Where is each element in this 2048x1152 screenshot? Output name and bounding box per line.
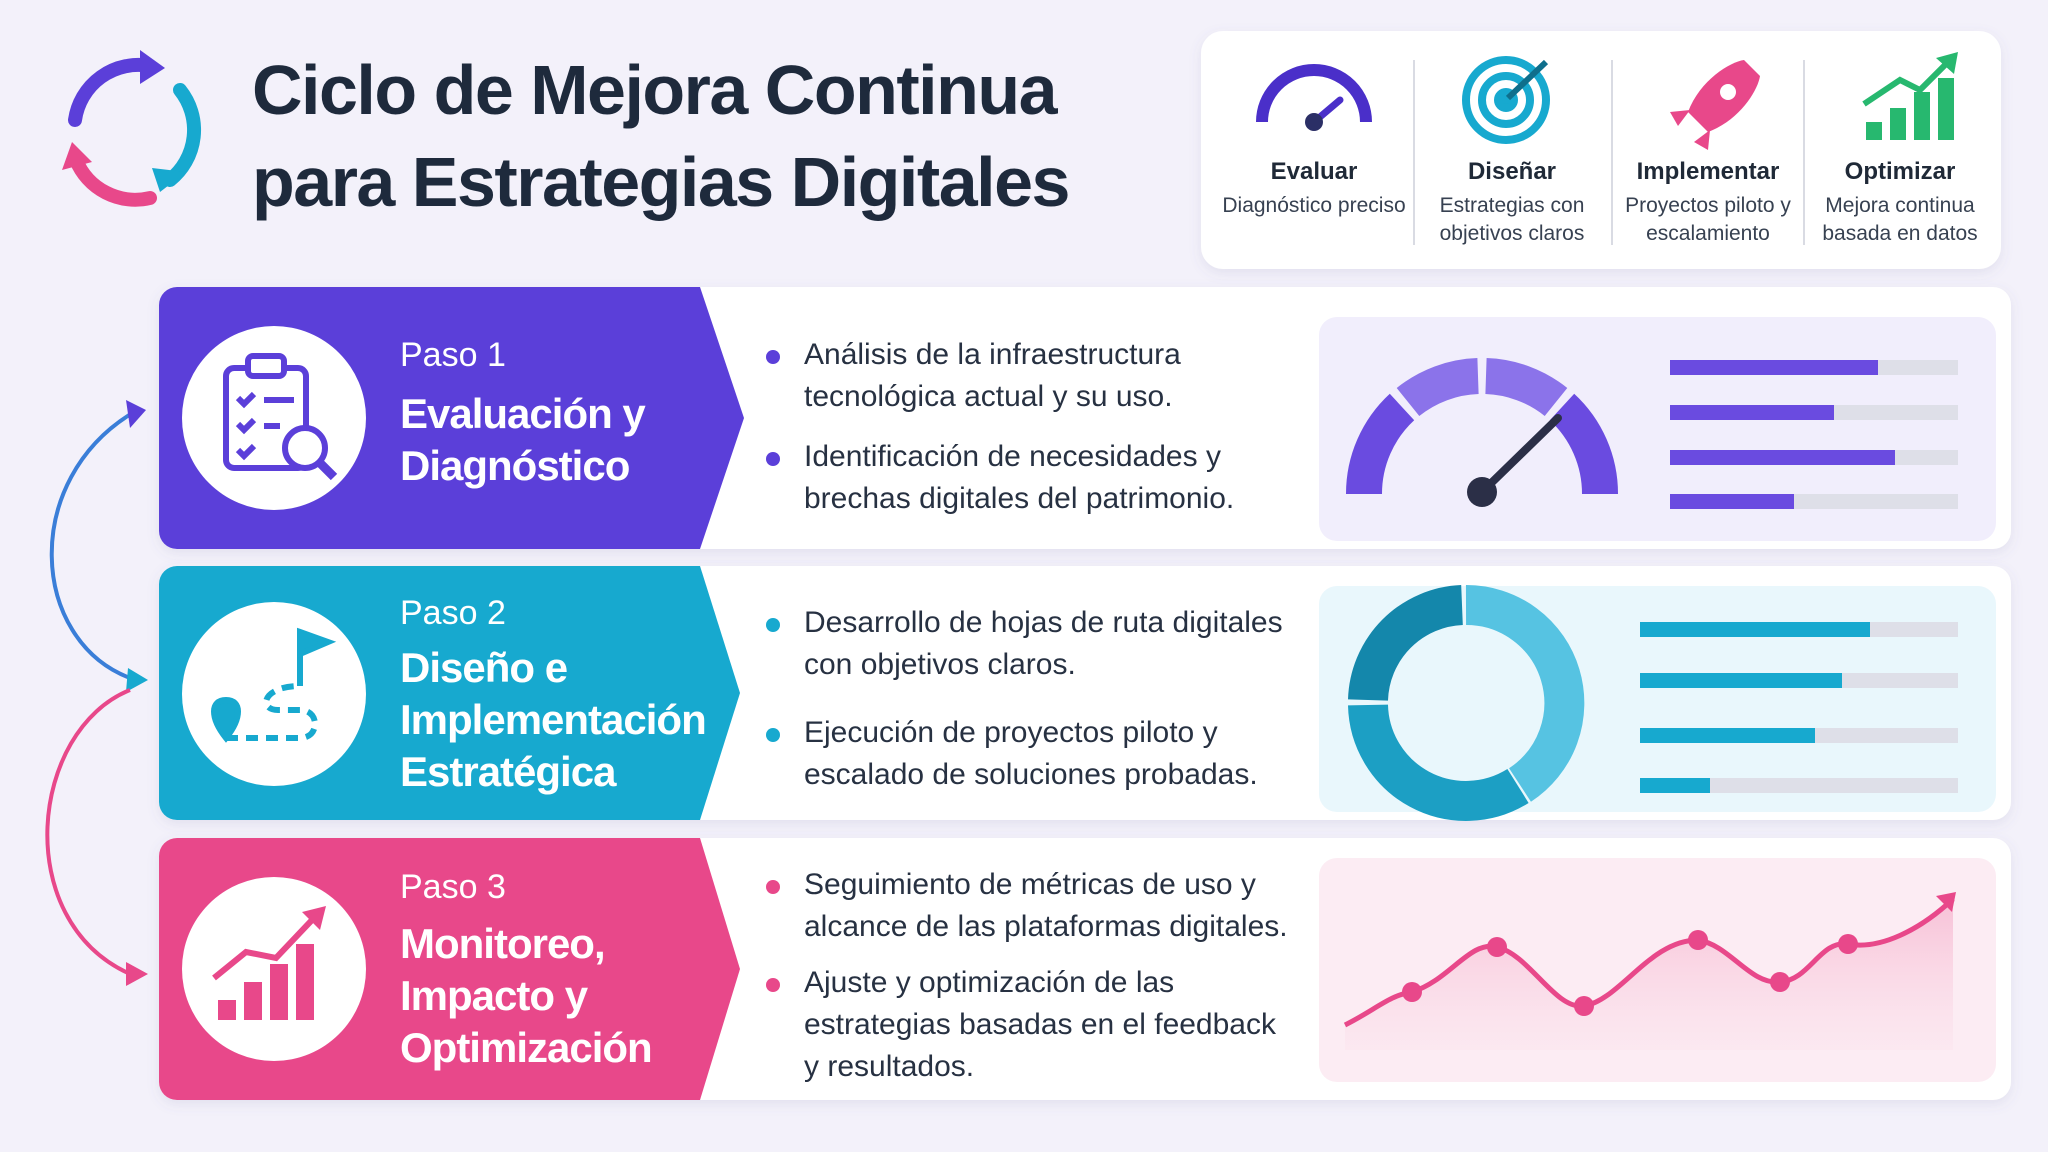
bullet-dot	[766, 618, 780, 632]
step-label: Paso 1	[400, 336, 506, 374]
growth-icon	[1862, 52, 1958, 140]
bullet-text: Análisis de la infraestructura tecnológi…	[804, 338, 1181, 413]
phase-title: Implementar	[1636, 158, 1780, 185]
step-label: Paso 3	[400, 868, 506, 906]
dividers	[1413, 60, 1805, 245]
gauge-graphic	[1345, 358, 1619, 507]
phase-description: Diagnóstico preciso	[1222, 194, 1406, 217]
rocket-icon	[1670, 60, 1760, 150]
bars-graphic	[1640, 622, 1958, 793]
phase-description: Mejora continua basada en datos	[1822, 194, 1978, 245]
gauge-icon	[1256, 64, 1372, 131]
bullet-text: Identificación de necesidades y brechas …	[804, 440, 1235, 515]
side-arrows	[45, 400, 148, 986]
line-graphic	[1343, 892, 1956, 1050]
phase-title: Optimizar	[1844, 158, 1956, 185]
cycle-icon	[62, 50, 202, 207]
route-icon	[211, 627, 337, 743]
clipboard-icon	[223, 353, 338, 481]
phase-description: Estrategias con objetivos claros	[1439, 194, 1585, 245]
bullet-text: Seguimiento de métricas de uso y alcance…	[804, 868, 1288, 943]
target-icon	[1462, 56, 1550, 144]
bullet-dot	[766, 728, 780, 742]
bullet-text: Ajuste y optimización de las estrategias…	[804, 966, 1276, 1083]
step-title: Monitoreo, Impacto y Optimización	[400, 920, 653, 1071]
step-title: Evaluación y Diagnóstico	[400, 390, 646, 489]
bullet-dot	[766, 978, 780, 992]
bullet-dot	[766, 452, 780, 466]
page-title: Ciclo de Mejora Continua para Estrategia…	[252, 51, 1070, 221]
bullet-dot	[766, 880, 780, 894]
bars-graphic	[1670, 360, 1958, 509]
bullet-text: Ejecución de proyectos piloto y escalado…	[804, 716, 1258, 791]
phases-card	[1201, 31, 2001, 269]
bullet-text: Desarrollo de hojas de ruta digitales co…	[804, 606, 1283, 681]
step-title: Diseño e Implementación Estratégica	[400, 644, 707, 795]
phase-description: Proyectos piloto y escalamiento	[1625, 194, 1791, 245]
chart-icon	[212, 906, 326, 1020]
phase-title: Evaluar	[1270, 158, 1358, 185]
phase-title: Diseñar	[1467, 158, 1557, 185]
bullet-dot	[766, 350, 780, 364]
donut-graphic	[1348, 584, 1585, 821]
step-label: Paso 2	[400, 594, 506, 632]
